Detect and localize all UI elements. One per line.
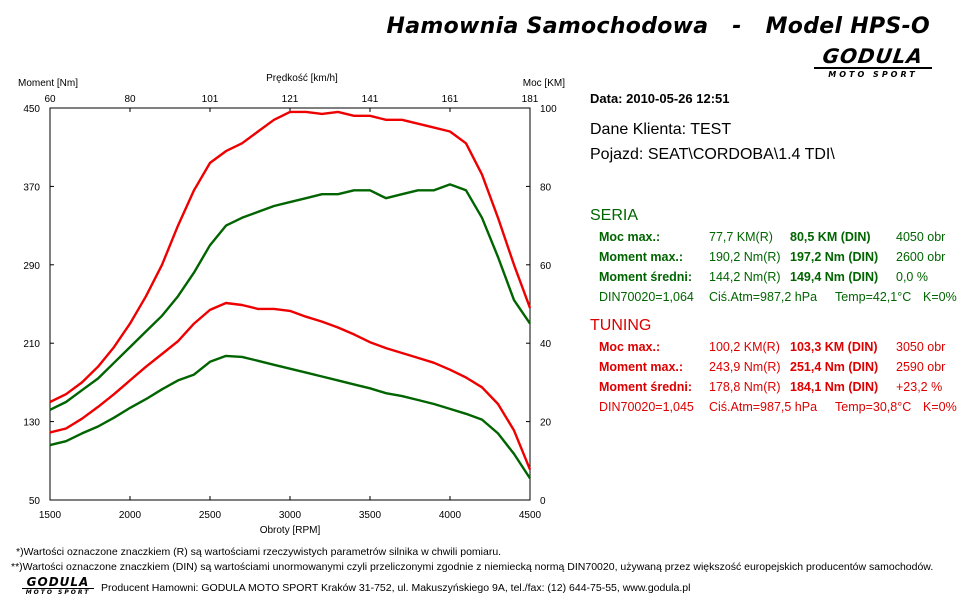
- tuning-power-extra: 3050 obr: [896, 340, 946, 354]
- x2-tick-label: 181: [522, 94, 539, 105]
- seria-avg-label: Moment średni:: [599, 270, 693, 284]
- y-right-tick-label: 60: [540, 261, 552, 272]
- y-right-axis-label: Moc [KM]: [523, 78, 565, 89]
- tuning-power-din: 103,3 KM (DIN): [790, 340, 878, 354]
- x2-tick-label: 80: [124, 94, 136, 105]
- footer-logo-text: GODULA: [26, 575, 90, 589]
- seria-title: SERIA: [590, 207, 639, 224]
- tuning-power-curve: [49, 110, 532, 404]
- seria-avg-r: 144,2 Nm(R): [709, 270, 781, 284]
- tuning-power-r: 100,2 KM(R): [709, 340, 780, 354]
- plot-area: [49, 107, 531, 501]
- seria-torque-din: 197,2 Nm (DIN): [790, 250, 879, 264]
- tuning-din-factor: DIN70020=1,045: [599, 400, 694, 414]
- tuning-temp: Temp=30,8°C: [835, 400, 912, 414]
- x2-tick-label: 60: [44, 94, 56, 105]
- x2-tick-label: 121: [282, 94, 299, 105]
- seria-torque-extra: 2600 obr: [896, 250, 946, 264]
- footnote-din: **)Wartości oznaczone znaczkiem (DIN) są…: [11, 561, 934, 573]
- y-left-tick-label: 130: [23, 418, 40, 429]
- footnote-r: *)Wartości oznaczone znaczkiem (R) są wa…: [16, 546, 502, 558]
- y-left-tick-label: 210: [23, 339, 40, 350]
- seria-k: K=0%: [923, 290, 957, 304]
- footer-logo: GODULA MOTO SPORT: [22, 576, 94, 596]
- x-tick-label: 1500: [39, 510, 62, 521]
- tuning-avg-label: Moment średni:: [599, 380, 693, 394]
- seria-avg-din: 149,4 Nm (DIN): [790, 270, 879, 284]
- tuning-title: TUNING: [590, 317, 652, 334]
- producer-line: Producent Hamowni: GODULA MOTO SPORT Kra…: [101, 582, 691, 594]
- y-left-tick-label: 370: [23, 182, 40, 193]
- client-line: Dane Klienta: TEST: [590, 121, 732, 138]
- vehicle-line: Pojazd: SEAT\CORDOBA\1.4 TDI\: [590, 146, 835, 163]
- y-right-tick-label: 80: [540, 182, 552, 193]
- y-left-tick-label: 450: [23, 104, 40, 115]
- seria-power-extra: 4050 obr: [896, 230, 946, 244]
- seria-power-din: 80,5 KM (DIN): [790, 230, 871, 244]
- date-line: Data: 2010-05-26 12:51: [590, 91, 730, 106]
- page-title: Hamownia Samochodowa - Model HPS-O: [386, 14, 930, 39]
- tuning-torque-curve: [49, 301, 532, 471]
- x-axis-label: Obroty [RPM]: [260, 525, 321, 536]
- tuning-avg-din: 184,1 Nm (DIN): [790, 380, 879, 394]
- seria-torque-curve: [49, 354, 532, 480]
- tuning-k: K=0%: [923, 400, 957, 414]
- x-tick-label: 3000: [279, 510, 302, 521]
- x-tick-label: 2000: [119, 510, 142, 521]
- tuning-torque-extra: 2590 obr: [896, 360, 946, 374]
- seria-temp: Temp=42,1°C: [835, 290, 912, 304]
- y-left-axis-label: Moment [Nm]: [18, 78, 78, 89]
- seria-din-factor: DIN70020=1,064: [599, 290, 694, 304]
- tuning-torque-din: 251,4 Nm (DIN): [790, 360, 879, 374]
- x-tick-label: 4500: [519, 510, 542, 521]
- y-right-tick-label: 40: [540, 339, 552, 350]
- tuning-power-label: Moc max.:: [599, 340, 661, 354]
- y-right-tick-label: 100: [540, 104, 557, 115]
- tuning-torque-r: 243,9 Nm(R): [709, 360, 781, 374]
- seria-avg-extra: 0,0 %: [896, 270, 928, 284]
- footer-logo-divider: [22, 588, 94, 589]
- tuning-avg-r: 178,8 Nm(R): [709, 380, 781, 394]
- seria-torque-r: 190,2 Nm(R): [709, 250, 781, 264]
- x2-tick-label: 161: [442, 94, 459, 105]
- dyno-chart: Moment [Nm] Prędkość [km/h] Moc [KM] Obr…: [18, 73, 565, 536]
- x-tick-label: 3500: [359, 510, 382, 521]
- x-tick-label: 2500: [199, 510, 222, 521]
- logo-text: GODULA: [821, 44, 925, 68]
- logo-divider: [814, 67, 932, 69]
- x-tick-label: 4000: [439, 510, 462, 521]
- tuning-avg-extra: +23,2 %: [896, 380, 943, 394]
- seria-power-curve: [49, 183, 531, 411]
- y-left-tick-label: 290: [23, 261, 40, 272]
- logo-subtext: MOTO SPORT: [828, 70, 918, 79]
- seria-torque-label: Moment max.:: [599, 250, 684, 264]
- seria-power-label: Moc max.:: [599, 230, 661, 244]
- godula-logo: GODULA MOTO SPORT: [814, 44, 932, 79]
- seria-atm: Ciś.Atm=987,2 hPa: [709, 290, 818, 304]
- footer-logo-subtext: MOTO SPORT: [25, 589, 91, 596]
- y-right-tick-label: 20: [540, 418, 552, 429]
- x2-axis-label: Prędkość [km/h]: [266, 73, 338, 84]
- y-right-tick-label: 0: [540, 496, 546, 507]
- x2-tick-label: 141: [362, 94, 379, 105]
- tuning-torque-label: Moment max.:: [599, 360, 684, 374]
- tuning-atm: Ciś.Atm=987,5 hPa: [709, 400, 818, 414]
- y-left-tick-label: 50: [29, 496, 41, 507]
- x2-tick-label: 101: [202, 94, 219, 105]
- seria-power-r: 77,7 KM(R): [709, 230, 773, 244]
